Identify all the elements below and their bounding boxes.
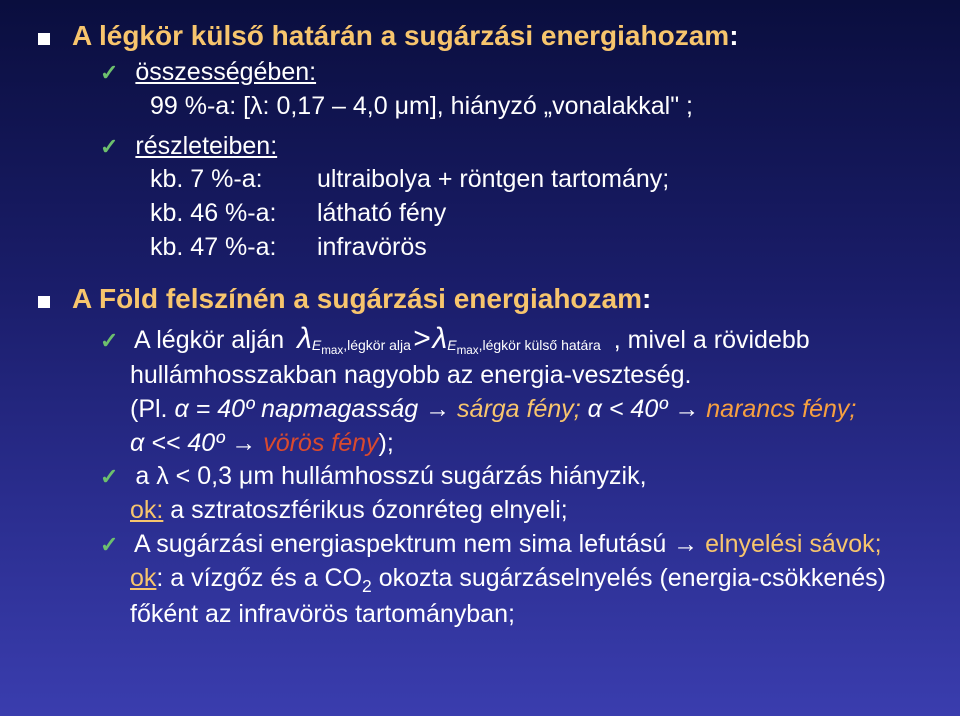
row-uv-pct: kb. 7 %-a: bbox=[150, 163, 310, 197]
row-visible: kb. 46 %-a: látható fény bbox=[150, 197, 930, 231]
reszleteiben-label: részleteiben: bbox=[135, 132, 277, 160]
fokent-line: főként az infravörös tartományban; bbox=[130, 598, 930, 632]
spektrum-line: ✓ A sugárzási energiaspektrum nem sima l… bbox=[100, 528, 930, 562]
check-icon: ✓ bbox=[100, 462, 118, 492]
title-2: A Föld felszínén a sugárzási energiahoza… bbox=[72, 283, 651, 315]
slide-root: A légkör külső határán a sugárzási energ… bbox=[0, 0, 960, 652]
ok-label-2: ok bbox=[130, 564, 156, 592]
osszessegeben-label: összességében: bbox=[135, 58, 316, 86]
legkor-suffix: , mivel a rövidebb bbox=[614, 326, 810, 354]
sarga-feny: sárga fény; bbox=[457, 395, 581, 423]
formula: λEmax,légkör alja > λEmax,légkör külső h… bbox=[297, 319, 601, 360]
voros-feny: vörös fény bbox=[263, 429, 378, 457]
bullet-title-1: A légkör külső határán a sugárzási energ… bbox=[30, 20, 930, 52]
check-icon: ✓ bbox=[100, 58, 118, 88]
bullet-title-2: A Föld felszínén a sugárzási energiahoza… bbox=[30, 283, 930, 315]
check-icon: ✓ bbox=[100, 132, 118, 162]
sub-osszessegeben: ✓ összességében: bbox=[100, 56, 930, 90]
hianyzik-line: ✓ a λ < 0,3 μm hullámhosszú sugárzás hiá… bbox=[100, 460, 930, 494]
elnyelesi-savok: elnyelési sávok; bbox=[705, 530, 881, 558]
ok-ozon-line: ok: a sztratoszférikus ózonréteg elnyeli… bbox=[130, 494, 930, 528]
hullamhossz-line: hullámhosszakban nagyobb az energia-vesz… bbox=[130, 359, 930, 393]
ok-co2-line: ok: a vízgőz és a CO2 okozta sugárzáseln… bbox=[130, 562, 930, 599]
legkor-aljan-line: ✓ A légkör alján λEmax,légkör alja > λEm… bbox=[100, 319, 930, 360]
check-icon: ✓ bbox=[100, 326, 118, 356]
ok-label: ok: bbox=[130, 496, 163, 524]
row-uv: kb. 7 %-a: ultraibolya + röntgen tartomá… bbox=[150, 163, 930, 197]
check-icon: ✓ bbox=[100, 530, 118, 560]
title-1: A légkör külső határán a sugárzási energ… bbox=[72, 20, 739, 52]
row-ir-txt: infravörös bbox=[317, 233, 427, 261]
row-ir: kb. 47 %-a: infravörös bbox=[150, 231, 930, 265]
square-bullet-icon bbox=[38, 296, 50, 308]
square-bullet-icon bbox=[38, 33, 50, 45]
row-visible-txt: látható fény bbox=[317, 199, 446, 227]
narancs-feny: narancs fény; bbox=[706, 395, 856, 423]
osszessegeben-text: 99 %-a: [λ: 0,17 – 4,0 μm], hiányzó „von… bbox=[150, 90, 930, 124]
example-line-1: (Pl. α = 40º napmagasság → sárga fény; α… bbox=[130, 393, 930, 427]
legkor-prefix: A légkör alján bbox=[134, 326, 284, 354]
row-ir-pct: kb. 47 %-a: bbox=[150, 231, 310, 265]
hianyzik-text: a λ < 0,3 μm hullámhosszú sugárzás hiány… bbox=[135, 462, 646, 490]
example-line-2: α << 40º → vörös fény); bbox=[130, 427, 930, 461]
row-uv-txt: ultraibolya + röntgen tartomány; bbox=[317, 165, 669, 193]
sub-reszleteiben: ✓ részleteiben: bbox=[100, 130, 930, 164]
row-visible-pct: kb. 46 %-a: bbox=[150, 197, 310, 231]
